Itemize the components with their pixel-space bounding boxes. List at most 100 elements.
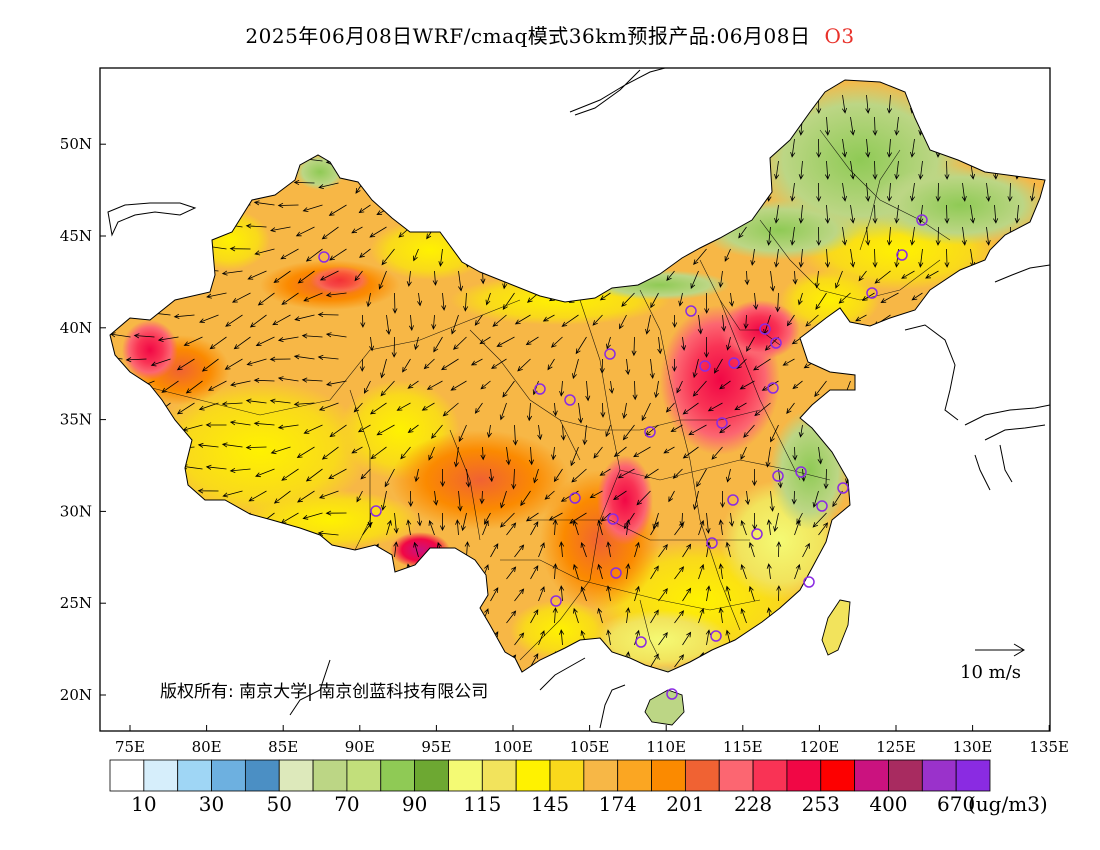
colorbar-swatch <box>583 759 619 792</box>
lon-tick-label: 115E <box>723 738 763 756</box>
lon-tick-label: 125E <box>876 738 916 756</box>
lon-tick-label: 85E <box>268 738 298 756</box>
wind-arrow <box>606 541 612 558</box>
wind-arrow <box>380 380 395 397</box>
wind-arrow <box>665 402 675 413</box>
wind-arrow <box>666 270 675 282</box>
station-circle <box>685 305 697 317</box>
lon-tick-label: 120E <box>800 738 840 756</box>
wind-arrow <box>786 314 795 327</box>
colorbar-swatch <box>921 759 957 792</box>
wind-arrow <box>496 336 515 347</box>
wind-arrow <box>625 519 631 536</box>
wind-arrow <box>461 512 467 532</box>
wind-arrow <box>414 336 419 351</box>
wind-arrow <box>798 204 804 224</box>
vector-legend-label: 10 m/s <box>960 662 1021 683</box>
wind-arrow <box>318 182 339 189</box>
wind-arrow <box>281 292 299 305</box>
wind-arrow <box>918 160 924 180</box>
colorbar-label: 50 <box>267 792 292 816</box>
wind-arrow <box>537 424 543 441</box>
station-circle <box>706 537 718 549</box>
wind-arrow <box>625 607 631 624</box>
wind-arrow <box>480 270 486 285</box>
colorbar-swatch <box>380 759 416 792</box>
wind-arrow <box>293 401 315 407</box>
wind-arrow <box>384 468 395 488</box>
wind-arrow <box>431 424 443 439</box>
wind-arrow <box>246 358 267 366</box>
station-circle <box>728 357 740 369</box>
colorbar-label: 90 <box>402 792 427 816</box>
wind-arrow <box>599 292 611 301</box>
wind-arrow <box>961 182 967 202</box>
wind-arrow <box>764 336 779 351</box>
wind-arrow <box>528 446 534 466</box>
wind-arrow <box>253 200 275 206</box>
wind-arrow <box>580 586 587 602</box>
wind-arrow <box>245 223 267 229</box>
wind-arrow <box>295 226 315 237</box>
wind-arrow <box>872 160 878 180</box>
wind-arrow <box>441 292 447 311</box>
wind-arrow <box>865 226 871 246</box>
wind-arrow <box>407 380 419 389</box>
wind-arrow <box>360 468 371 480</box>
wind-arrow <box>593 446 603 459</box>
wind-arrow <box>408 490 414 508</box>
wind-arrow <box>790 138 796 158</box>
station-circle <box>896 249 908 261</box>
colorbar-unit: (ug/m3) <box>968 792 1048 816</box>
wind-arrow <box>254 248 275 256</box>
wind-arrow <box>703 337 710 358</box>
wind-arrow <box>571 468 587 483</box>
colorbar-swatch <box>211 759 246 792</box>
wind-arrow <box>294 314 315 322</box>
wind-arrow <box>901 270 915 279</box>
wind-arrow <box>400 446 411 460</box>
wind-arrow <box>774 248 780 268</box>
colorbar-swatch <box>515 759 551 792</box>
station-circle <box>635 636 647 648</box>
station-circle <box>767 382 779 394</box>
wind-arrow <box>249 314 267 328</box>
wind-arrow <box>1007 182 1013 202</box>
wind-arrow <box>222 490 243 498</box>
china-border <box>109 79 1046 673</box>
wind-arrow <box>542 314 555 322</box>
wind-arrow <box>872 248 878 268</box>
wind-arrow <box>720 490 726 508</box>
longitude-axis: 75E 80E 85E 90E 95E 100E 105E 110E 115E 120E 125E 1… <box>115 725 1069 756</box>
coastlines <box>107 68 1050 729</box>
wind-arrow <box>690 270 699 290</box>
wind-arrow <box>688 424 707 436</box>
wind-arrow <box>748 541 755 558</box>
wind-arrow <box>619 314 627 330</box>
wind-arrow <box>650 609 659 624</box>
wind-arrow <box>697 314 703 335</box>
wind-arrow <box>453 336 467 350</box>
wind-arrow <box>613 490 627 501</box>
wind-arrow <box>458 424 467 443</box>
wind-arrow <box>944 248 950 268</box>
wind-arrow <box>255 468 275 478</box>
wind-arrow <box>622 402 628 420</box>
colorbar-swatch <box>651 759 686 792</box>
wind-arrow <box>370 446 387 460</box>
wind-arrow <box>550 336 563 348</box>
wind-arrow <box>326 380 347 387</box>
wind-arrow <box>886 138 893 158</box>
wind-arrow <box>865 138 871 158</box>
wind-arrow <box>329 424 347 438</box>
wind-arrow <box>766 563 772 580</box>
wind-arrow <box>551 446 557 461</box>
wind-arrow <box>770 424 779 443</box>
wind-arrow <box>753 358 771 371</box>
wind-arrow <box>672 468 683 479</box>
species-label: O3 <box>824 24 855 48</box>
wind-arrow <box>553 468 563 483</box>
wind-arrow <box>744 270 750 286</box>
wind-arrow <box>392 292 398 314</box>
wind-arrow <box>740 446 747 460</box>
